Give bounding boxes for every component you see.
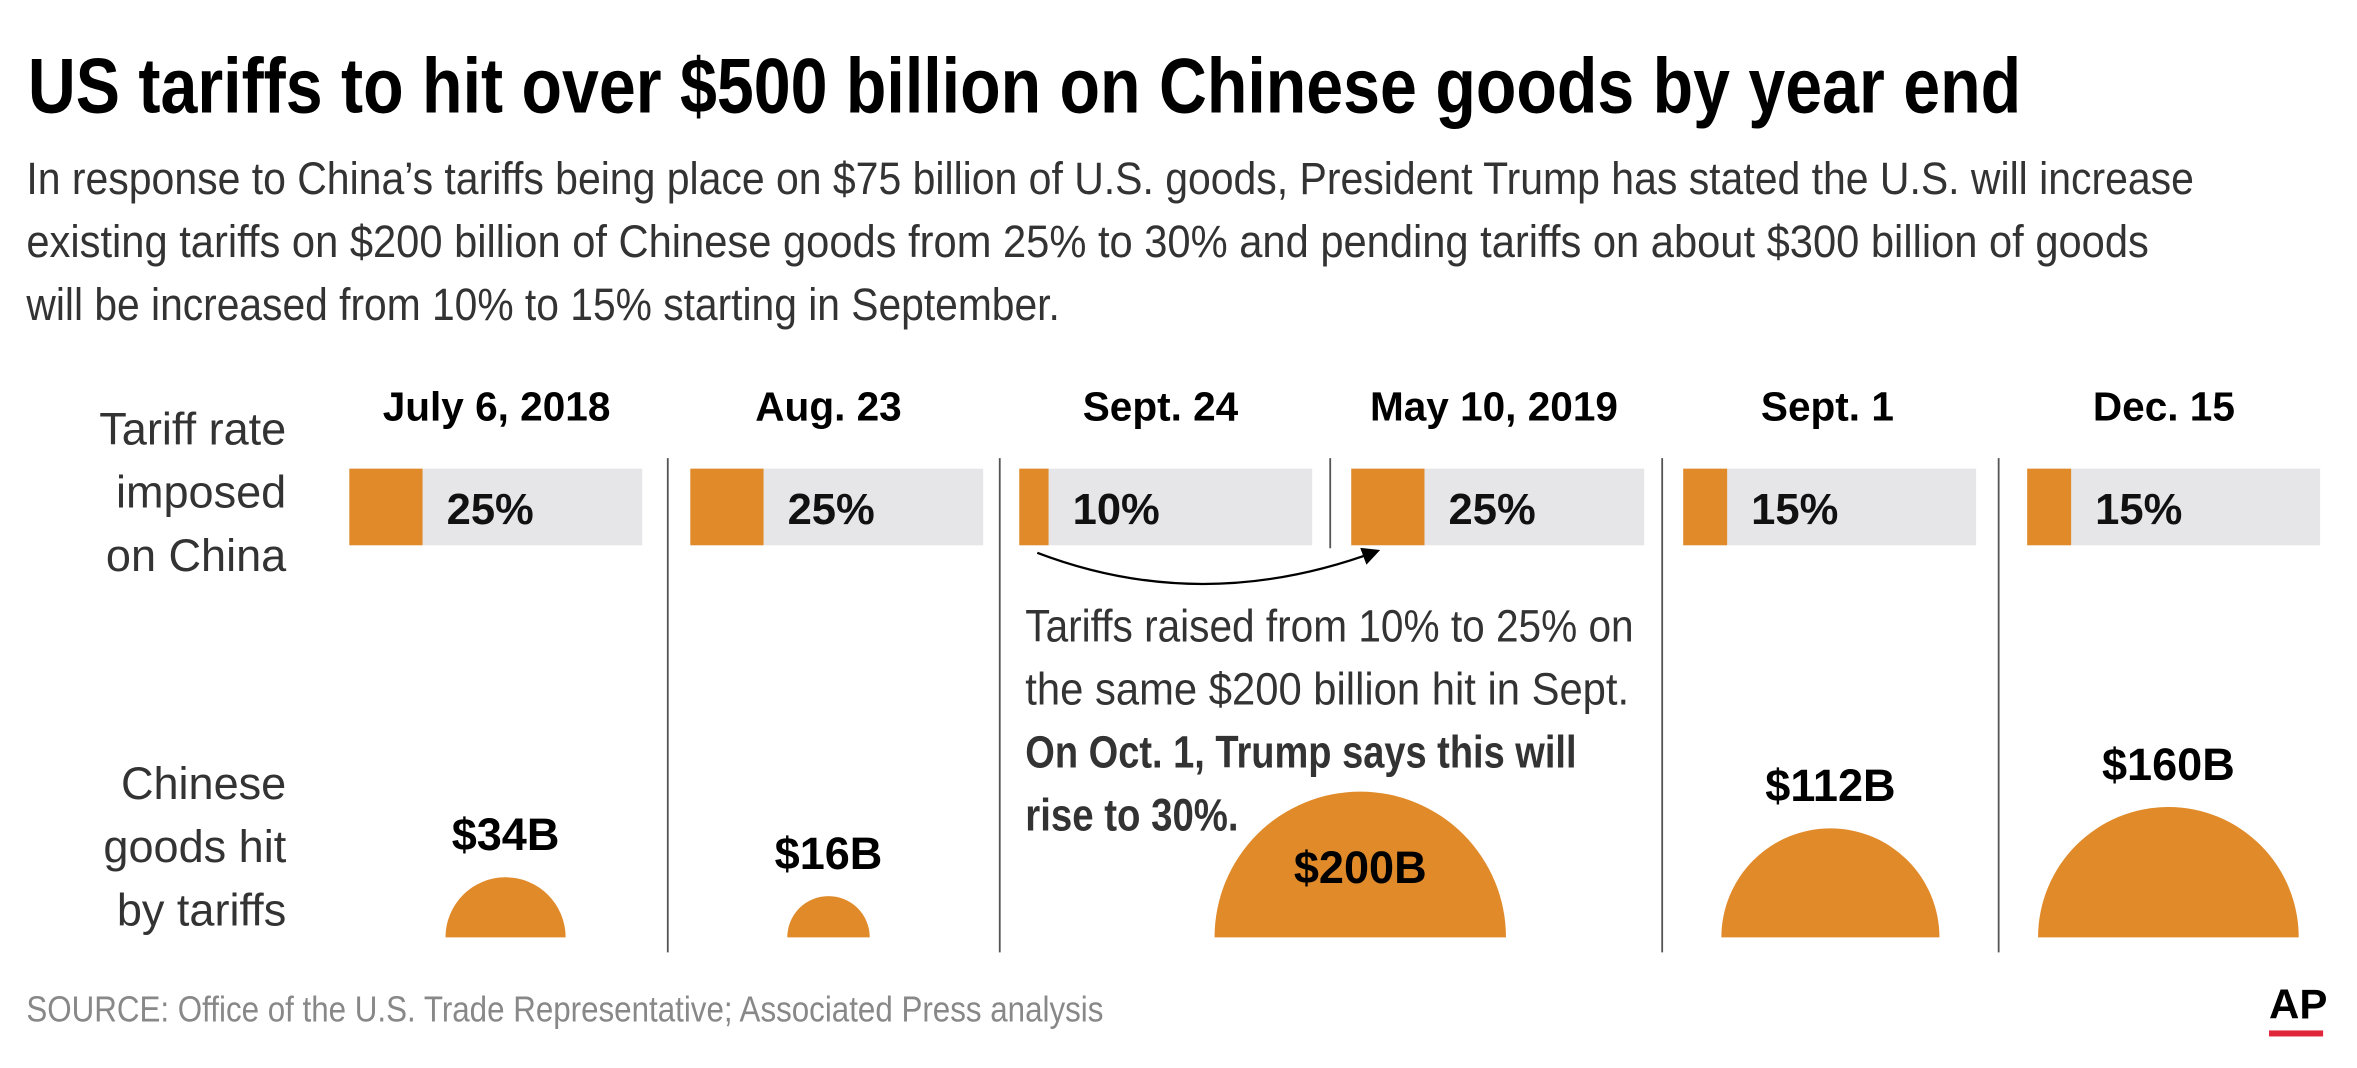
goods-label: $112B [1765, 760, 1895, 811]
rate-bar [1683, 468, 1728, 546]
goods-label: $16B [775, 828, 883, 879]
goods-semicircle [1721, 828, 1940, 938]
source: SOURCE: Office of the U.S. Trade Represe… [26, 988, 1103, 1029]
dividers [666, 458, 2000, 953]
row-label: by tariffs [117, 884, 286, 935]
annotation: the same $200 billion hit in Sept. [1025, 663, 1629, 714]
goods-label: $34B [452, 809, 560, 860]
subtitle-line: will be increased from 10% to 15% starti… [25, 279, 1059, 330]
chart-title: US tariffs to hit over $500 billion on C… [28, 42, 2021, 130]
row-label: Tariff rate [99, 404, 286, 455]
rate-label: 25% [1449, 486, 1536, 534]
arrow [1036, 547, 1381, 586]
rate-bar [1351, 468, 1425, 546]
annotation-bold: rise to 30%. [1025, 790, 1238, 841]
date-label: May 10, 2019 [1370, 384, 1618, 430]
goods-semicircle [445, 877, 566, 938]
goods-label: $200B [1294, 842, 1427, 893]
date-label: Aug. 23 [755, 384, 901, 430]
rate-bar [690, 468, 764, 546]
rate-bar [2027, 468, 2072, 546]
row-label: Chinese [121, 758, 286, 809]
rate-track [1683, 468, 1977, 546]
date-label: Dec. 15 [2093, 384, 2235, 430]
rate-bar [349, 468, 423, 546]
rate-label: 10% [1073, 486, 1160, 534]
subtitle-line: In response to China’s tariffs being pla… [26, 153, 2194, 204]
date-label: Sept. 1 [1761, 384, 1894, 430]
date-label: Sept. 24 [1083, 384, 1239, 430]
rate-bar [1019, 468, 1049, 546]
rate-label: 25% [447, 486, 534, 534]
row-label: imposed [116, 467, 286, 518]
goods-label: $160B [2102, 739, 2235, 790]
row-label: goods hit [103, 821, 286, 872]
subtitle-line: existing tariffs on $200 billion of Chin… [26, 216, 2148, 267]
rate-track [1019, 468, 1313, 546]
goods-semicircle [2038, 806, 2299, 938]
logo-underline [2269, 1030, 2324, 1037]
rate-label: 25% [788, 486, 875, 534]
logo: AP [2269, 980, 2327, 1027]
rate-track [2027, 468, 2321, 546]
date-label: July 6, 2018 [383, 384, 611, 430]
annotation-bold: On Oct. 1, Trump says this will [1025, 727, 1576, 778]
goods-semicircle [1214, 791, 1506, 938]
rate-label: 15% [2095, 486, 2182, 534]
annotation: Tariffs raised from 10% to 25% on [1025, 600, 1633, 651]
row-label: on China [106, 530, 287, 581]
goods-semicircle [787, 896, 870, 938]
rate-label: 15% [1751, 486, 1838, 534]
